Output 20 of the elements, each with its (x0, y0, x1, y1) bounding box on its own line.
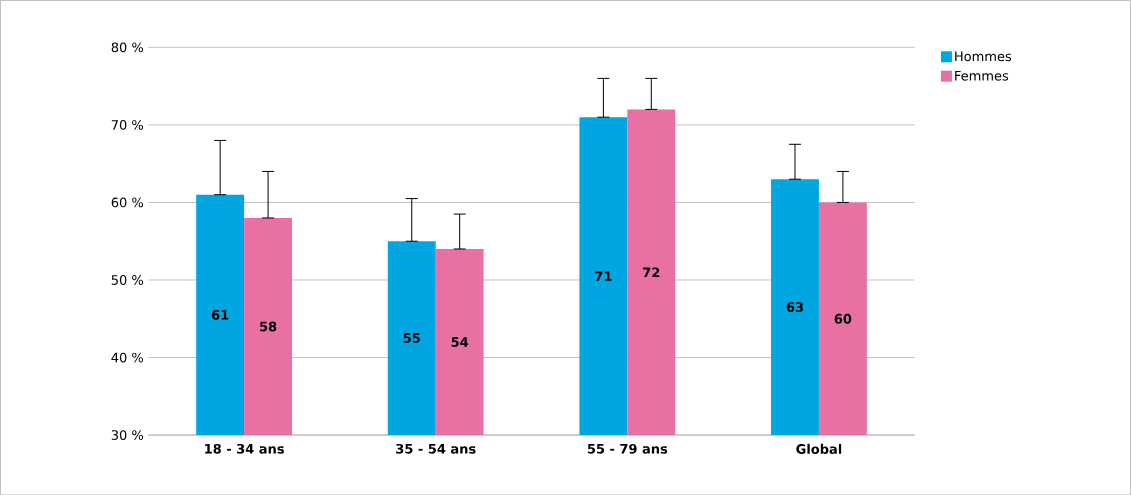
data-label: 60 (834, 313, 852, 324)
y-tick-label: 60 % (111, 197, 144, 208)
x-tick-label: 55 - 79 ans (587, 443, 668, 454)
y-tick-label: 80 % (111, 42, 144, 53)
data-label: 58 (260, 321, 277, 332)
data-label: 71 (595, 271, 612, 281)
y-tick-label: 40 % (111, 352, 144, 363)
x-tick-label: 35 - 54 ans (396, 443, 476, 454)
data-label: 61 (211, 309, 229, 320)
legend-label: Femmes (955, 70, 1009, 81)
data-label: 72 (643, 267, 660, 277)
y-tick-label: 50 % (111, 274, 144, 285)
data-label: 63 (786, 302, 804, 312)
y-tick-label: 30 % (111, 429, 144, 440)
data-label: 55 (403, 333, 420, 343)
y-tick-label: 70 % (111, 119, 144, 130)
data-label: 54 (451, 336, 469, 347)
x-tick-label: 18 - 34 ans (205, 443, 284, 454)
legend-label: Hommes (955, 51, 1012, 62)
x-tick-label: Global (796, 443, 842, 454)
